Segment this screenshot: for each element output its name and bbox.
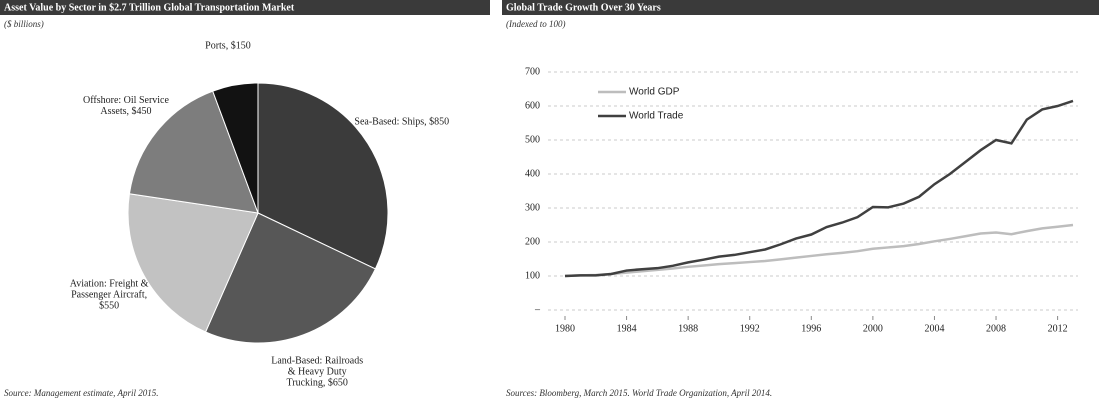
chart-title: Asset Value by Sector in $2.7 Trillion G… [4, 2, 295, 13]
x-tick-label: 1996 [801, 323, 821, 334]
y-tick-label: 100 [525, 270, 540, 281]
data-line [564, 223, 1074, 278]
y-tick-label: 500 [525, 134, 540, 145]
slice-label: Ports, $150 [205, 40, 251, 52]
pie-slice [127, 193, 259, 333]
y-tick-label: 300 [525, 202, 540, 213]
y-tick-label: 400 [525, 168, 540, 179]
x-tick-label: 1992 [740, 323, 760, 334]
x-tick-label: 2012 [1048, 323, 1068, 334]
y-tick-label: 600 [525, 100, 540, 111]
y-tick-label: – [534, 304, 541, 315]
x-tick-label: 2000 [863, 323, 883, 334]
legend-label: World GDP [629, 87, 680, 98]
pie-slice [212, 82, 259, 214]
header-bar [0, 0, 490, 15]
legend-label: World Trade [629, 111, 684, 122]
source-note: Sources: Bloomberg, March 2015. World Tr… [506, 388, 772, 398]
slice-label: Land-Based: Railroads & Heavy Duty Truck… [271, 355, 364, 389]
slice-label: Offshore: Oil Service Assets, $450 [83, 94, 169, 117]
pie-slice [128, 90, 259, 214]
pie-slice [257, 82, 389, 270]
chart-subtitle: ($ billions) [4, 19, 44, 29]
header-bar [502, 0, 1099, 15]
y-tick-label: 700 [525, 66, 540, 77]
x-tick-label: 1980 [555, 323, 575, 334]
y-tick-label: 200 [525, 236, 540, 247]
x-tick-label: 2008 [986, 323, 1006, 334]
x-tick-label: 1984 [617, 323, 637, 334]
pie-slice [204, 212, 377, 344]
x-tick-label: 1988 [678, 323, 698, 334]
x-tick-label: 2004 [924, 323, 944, 334]
slice-label: Sea-Based: Ships, $850 [354, 116, 450, 128]
source-note: Source: Management estimate, April 2015. [4, 388, 158, 398]
data-line [564, 99, 1074, 278]
chart-subtitle: (Indexed to 100) [506, 19, 565, 29]
chart-title: Global Trade Growth Over 30 Years [506, 2, 661, 13]
slice-label: Aviation: Freight & Passenger Aircraft, … [69, 278, 149, 312]
